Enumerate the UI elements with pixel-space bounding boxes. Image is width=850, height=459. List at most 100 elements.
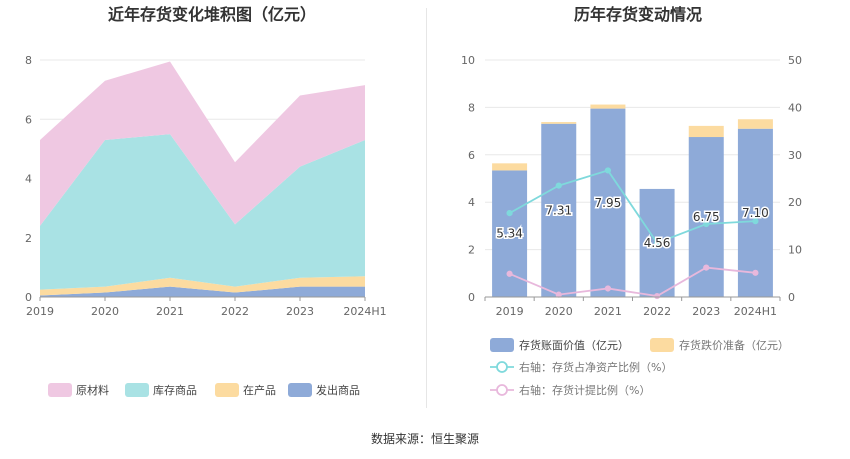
right-x-tick-label: 2019 [496,305,524,318]
bar-impairment [492,163,528,171]
legend-label: 在产品 [243,383,276,397]
left-x-tick-label: 2019 [26,305,54,318]
area-发出商品 [40,286,365,297]
area-在产品 [40,276,365,296]
left-y-tick-label: 4 [25,173,32,186]
area-原材料 [40,61,365,226]
right-legend: 存货账面价值（亿元） 存货跌价准备（亿元） 右轴：存货占净资产比例（%） 右轴：存货计… [490,338,789,397]
right-x-tick-label: 2020 [545,305,573,318]
left-x-tick-label: 2023 [286,305,314,318]
left-y-tick-label: 0 [25,291,32,304]
bar-data-label: 7.10 [742,206,769,220]
legend-item-impairment: 存货跌价准备（亿元） [650,338,789,352]
bar-data-label: 7.31 [545,203,572,217]
left-legend: 原材料 库存商品 在产品 发出商品 [48,383,360,397]
line-point [752,218,759,225]
right-right-y-tick-label: 0 [788,291,795,304]
legend-marker [496,361,508,373]
bar-book-value [541,123,577,298]
line-point [506,210,513,217]
line-point [703,264,710,271]
left-chart-title: 近年存货变化堆积图（亿元） [108,5,316,24]
stacked-area-chart: 近年存货变化堆积图（亿元） 0 2 4 6 8 2019 2020 2021 2022 2023 2… [25,5,387,397]
right-left-y-tick-label: 4 [468,196,475,209]
legend-item-发出商品: 发出商品 [288,383,360,397]
right-left-y-tick-label: 0 [468,291,475,304]
legend-item-原材料: 原材料 [48,383,109,397]
legend-label: 库存商品 [153,383,197,397]
left-x-tick-label: 2021 [156,305,184,318]
line-右轴：存货占净资产比例（%） [509,169,756,245]
left-x-tick-label: 2022 [221,305,249,318]
area-库存商品 [40,134,365,290]
legend-label: 右轴：存货计提比例（%） [519,383,650,397]
left-y-tick-label: 8 [25,54,32,67]
right-axes: 0 2 4 6 8 10 0 10 20 30 40 50 2019 2020 2021 2022 2023 20… [461,54,802,318]
bar-data-label: 6.75 [693,210,720,224]
line-point [604,285,612,292]
line-point [555,182,562,189]
line-point [653,292,661,300]
line-point [555,291,562,298]
line-point [752,269,759,276]
legend-item-line-0: 右轴：存货占净资产比例（%） [490,360,672,374]
right-left-y-tick-label: 8 [468,101,475,114]
bar-impairment [590,104,626,109]
right-gridlines [485,59,780,251]
right-bars [492,104,773,298]
bar-data-label: 7.95 [595,196,622,210]
right-left-y-tick-label: 10 [461,54,475,67]
bar-impairment [737,119,773,129]
line-右轴：存货计提比例（%） [509,266,756,297]
legend-label: 存货跌价准备（亿元） [679,338,789,352]
bar-book-value [737,128,773,297]
legend-swatch [650,338,674,352]
bar-line-chart: 历年存货变动情况 5.34 7.31 7.95 4.56 6.75 7.10 0 2 4 6 8 1… [461,5,802,397]
right-right-y-tick-label: 50 [788,54,802,67]
right-chart-title: 历年存货变动情况 [574,5,702,24]
bar-data-label: 5.34 [496,227,523,241]
left-areas [40,61,365,297]
right-right-y-tick-label: 30 [788,149,802,162]
right-right-y-tick-label: 40 [788,101,802,114]
right-left-y-tick-label: 2 [468,244,475,257]
right-x-tick-label: 2023 [692,305,720,318]
right-x-tick-label: 2024H1 [734,305,777,318]
legend-swatch [125,383,149,397]
legend-label: 发出商品 [316,383,360,397]
bar-book-value [590,108,626,298]
legend-swatch [48,383,72,397]
right-lines [506,167,759,300]
right-bar-labels: 5.34 7.31 7.95 4.56 6.75 7.10 [495,194,771,251]
data-source: 数据来源：恒生聚源 [370,432,479,446]
left-x-tick-label: 2020 [91,305,119,318]
legend-item-line-1: 右轴：存货计提比例（%） [490,383,650,397]
bar-data-label: 4.56 [644,236,671,250]
bar-impairment [688,125,724,138]
legend-swatch [490,338,514,352]
right-left-y-tick-label: 6 [468,149,475,162]
legend-label: 右轴：存货占净资产比例（%） [519,360,672,374]
right-right-y-tick-label: 20 [788,196,802,209]
left-y-tick-label: 6 [25,113,32,126]
left-x-tick-label: 2024H1 [343,305,386,318]
left-y-tick-label: 2 [25,232,32,245]
right-x-tick-label: 2021 [594,305,622,318]
line-point [703,220,710,228]
legend-item-库存商品: 库存商品 [125,383,197,397]
left-axes: 0 2 4 6 8 2019 2020 2021 2022 2023 2024H1 [25,54,387,318]
legend-item-book-value: 存货账面价值（亿元） [490,338,629,352]
legend-marker [496,384,508,396]
legend-label: 存货账面价值（亿元） [519,338,629,352]
legend-item-在产品: 在产品 [215,383,276,397]
line-point [604,167,612,174]
legend-swatch [215,383,239,397]
right-x-tick-label: 2022 [643,305,671,318]
line-point [653,239,661,247]
right-right-y-tick-label: 10 [788,244,802,257]
bar-impairment [541,122,577,124]
chart-divider [426,8,427,408]
legend-label: 原材料 [76,383,109,397]
line-point [506,270,513,277]
legend-swatch [288,383,312,397]
